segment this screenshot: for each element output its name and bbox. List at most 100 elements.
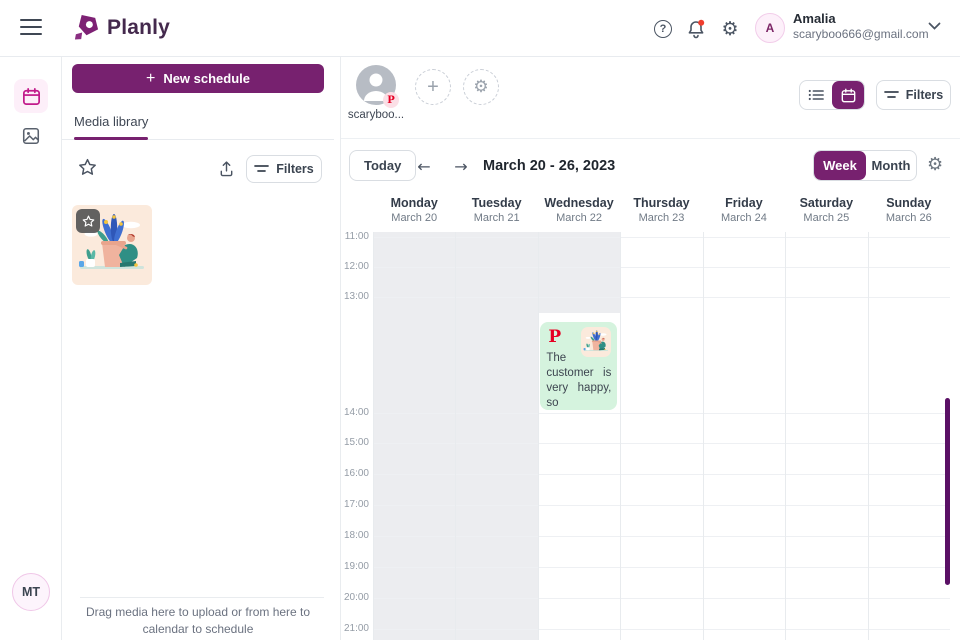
past-time-shading	[537, 232, 621, 313]
day-header-cell: Friday March 24	[720, 196, 767, 224]
rail-item-calendar[interactable]	[14, 79, 48, 113]
hamburger-menu-icon[interactable]	[20, 19, 42, 37]
time-label: 13:00	[343, 291, 369, 302]
sidebar-tabs: Media library	[62, 105, 334, 140]
calendar-filters-button[interactable]: Filters	[876, 80, 951, 110]
scheduled-post-card[interactable]: P The customer is very happy, so	[540, 322, 618, 410]
time-label: 18:00	[343, 530, 369, 541]
grid-hour-line	[373, 237, 950, 238]
grid-hour-line	[373, 297, 950, 298]
grid-column-line	[785, 232, 787, 640]
notifications-bell-icon[interactable]	[685, 18, 707, 40]
day-header-cell: Thursday March 23	[633, 196, 690, 224]
time-label: 19:00	[343, 561, 369, 572]
active-tab-underline	[74, 137, 148, 140]
grid-column-line	[620, 232, 622, 640]
calendar-view-button[interactable]	[832, 81, 864, 109]
drag-drop-hint: Drag media here to upload or from here t…	[85, 605, 311, 637]
day-header-cell: Monday March 20	[390, 196, 438, 224]
user-menu-chevron-down-icon[interactable]	[928, 22, 941, 31]
time-label: 11:00	[344, 232, 369, 242]
day-header-cell: Sunday March 26	[885, 196, 932, 224]
view-toggle	[799, 80, 865, 110]
grid-hour-line	[373, 413, 950, 414]
month-button[interactable]: Month	[871, 158, 911, 173]
calendar-scrollbar[interactable]	[945, 398, 950, 585]
planly-logo-icon	[73, 14, 100, 41]
grid-column-line	[455, 232, 457, 640]
pinterest-badge-icon: P	[383, 92, 399, 108]
calendar-body: 11:00 12:00 13:00 14:00 15:00 16:00 17:00 18:00…	[341, 232, 950, 640]
grid-hour-line	[373, 505, 950, 506]
grid-hour-line	[373, 474, 950, 475]
user-name: Amalia	[793, 11, 836, 26]
user-avatar[interactable]: A	[755, 13, 785, 43]
day-header-cell: Wednesday March 22	[544, 196, 614, 224]
image-icon	[21, 126, 41, 146]
time-label: 17:00	[343, 499, 369, 510]
favorites-star-icon[interactable]	[78, 158, 97, 177]
previous-week-arrow[interactable]: ←	[413, 155, 435, 177]
day-header-cell: Tuesday March 21	[471, 196, 522, 224]
grid-column-line	[702, 232, 704, 640]
plus-icon: +	[427, 75, 439, 98]
grid-hour-line	[373, 267, 950, 268]
user-avatar-initial: A	[765, 21, 775, 35]
grid-hour-line	[373, 629, 950, 630]
filter-icon	[254, 164, 270, 174]
post-thumbnail-image	[581, 327, 612, 357]
filter-icon	[883, 90, 899, 100]
workspace-avatar[interactable]: MT	[12, 573, 50, 611]
week-month-toggle: Week Month	[813, 150, 917, 181]
today-button[interactable]: Today	[349, 150, 417, 181]
social-account-avatar[interactable]: P	[356, 65, 399, 108]
planly-logo: Planly	[73, 14, 170, 41]
tab-media-library[interactable]: Media library	[74, 114, 149, 129]
media-filters-button[interactable]: Filters	[246, 155, 322, 183]
grid-hour-line	[373, 567, 950, 568]
calendar-panel: P scaryboo... + ⚙	[340, 57, 960, 640]
person-icon	[356, 65, 396, 105]
social-account-name: scaryboo...	[347, 109, 405, 121]
help-icon[interactable]: ?	[652, 18, 674, 40]
grid-hour-line	[373, 536, 950, 537]
new-schedule-button[interactable]: + New schedule	[72, 64, 324, 93]
media-sidebar: + New schedule Media library	[62, 57, 334, 640]
sidebar-divider	[80, 597, 324, 598]
user-email: scaryboo666@gmail.com	[793, 27, 929, 41]
post-text: The customer is very happy, so	[546, 352, 612, 409]
time-label: 12:00	[343, 261, 369, 272]
date-range-label: March 20 - 26, 2023	[483, 158, 616, 174]
plus-icon: +	[145, 69, 156, 87]
grid-column-line	[537, 232, 539, 640]
past-time-shading	[455, 232, 538, 640]
time-label: 20:00	[343, 592, 369, 603]
pinterest-icon: P	[548, 327, 562, 347]
time-label: 14:00	[343, 407, 369, 418]
upload-icon[interactable]	[218, 160, 235, 177]
calendar-settings-icon[interactable]: ⚙	[927, 154, 944, 175]
calendar-icon	[21, 86, 42, 107]
past-time-shading	[373, 232, 456, 640]
next-week-arrow[interactable]: →	[450, 155, 472, 177]
week-button[interactable]: Week	[814, 151, 866, 180]
logo-text: Planly	[107, 15, 171, 39]
media-library-item[interactable]	[72, 205, 152, 285]
divider	[341, 138, 960, 139]
rail-item-media-library[interactable]	[14, 119, 48, 153]
thumbnail-star-badge[interactable]	[76, 209, 100, 233]
app-header: Planly ? ⚙ A Amalia scaryboo666@gmail.co…	[0, 0, 960, 57]
time-label: 21:00	[343, 623, 369, 634]
time-label: 16:00	[343, 468, 369, 479]
accounts-settings-button[interactable]: ⚙	[463, 69, 499, 105]
grid-column-line	[867, 232, 869, 640]
workspace-initials: MT	[21, 585, 41, 599]
list-view-button[interactable]	[800, 81, 832, 109]
settings-gear-icon[interactable]: ⚙	[721, 17, 739, 40]
media-filter-row: Filters	[62, 141, 334, 197]
grid-hour-line	[373, 598, 950, 599]
time-label: 15:00	[343, 437, 369, 448]
add-account-button[interactable]: +	[415, 69, 451, 105]
day-header-cell: Saturday March 25	[799, 196, 854, 224]
